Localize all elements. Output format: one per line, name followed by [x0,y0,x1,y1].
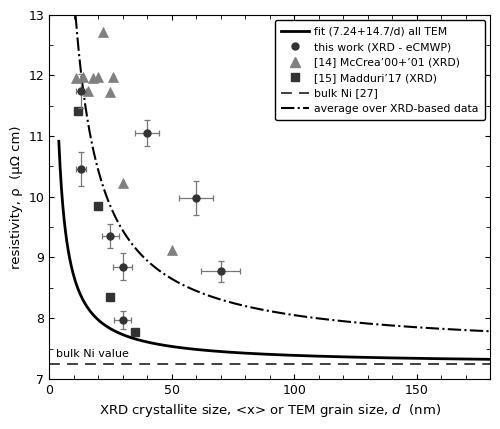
X-axis label: XRD crystallite size, <x> or TEM grain size, $\mathit{d}$  (nm): XRD crystallite size, <x> or TEM grain s… [98,402,440,419]
Text: bulk Ni value: bulk Ni value [56,350,129,360]
Legend: fit (7.24+14.7/d) all TEM, this work (XRD - eCMWP), [14] McCrea’00+’01 (XRD), [1: fit (7.24+14.7/d) all TEM, this work (XR… [275,20,485,120]
Y-axis label: resistivity, ρ  (μΩ cm): resistivity, ρ (μΩ cm) [10,125,22,269]
